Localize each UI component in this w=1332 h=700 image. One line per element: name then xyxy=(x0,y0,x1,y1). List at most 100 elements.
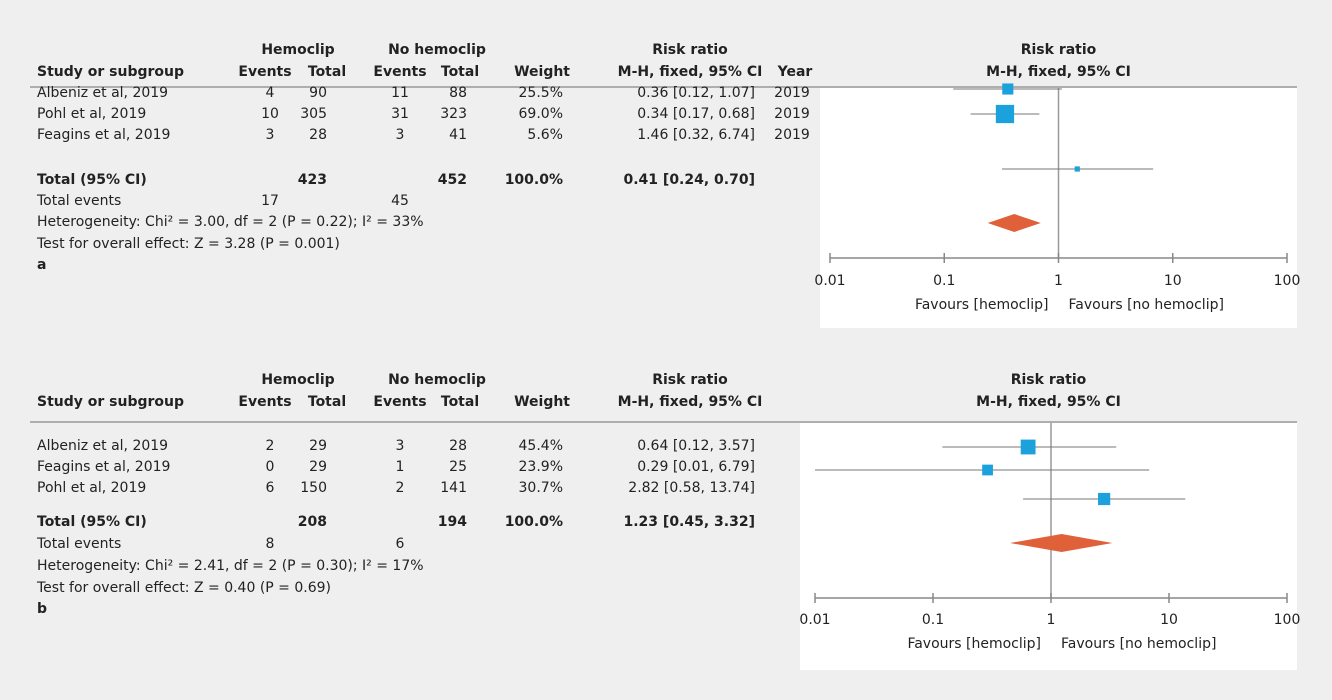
panel-label: b xyxy=(37,601,47,617)
panel-label: a xyxy=(37,257,46,273)
column-header: Weight xyxy=(514,394,570,410)
plot-subtitle: M-H, fixed, 95% CI xyxy=(976,394,1121,410)
study-name: Pohl et al, 2019 xyxy=(37,480,146,496)
total-cell: 194 xyxy=(438,514,467,530)
events-label: Total events xyxy=(36,193,121,209)
favours-left: Favours [hemoclip] xyxy=(915,297,1049,313)
cell: 41 xyxy=(449,127,467,143)
events-label: Total events xyxy=(36,536,121,552)
x-tick-label: 1 xyxy=(1054,273,1063,289)
cell: 3 xyxy=(396,127,405,143)
cell: 28 xyxy=(309,127,327,143)
cell: 10 xyxy=(261,106,279,122)
total-diamond xyxy=(1010,534,1113,552)
total-cell: 208 xyxy=(298,514,327,530)
column-header: Events xyxy=(238,64,291,80)
header-group: No hemoclip xyxy=(388,42,486,58)
cell: 2 xyxy=(396,480,405,496)
cell: 2019 xyxy=(774,127,810,143)
cell: 0.64 [0.12, 3.57] xyxy=(637,438,755,454)
events-cell: 45 xyxy=(391,193,409,209)
header-group: No hemoclip xyxy=(388,372,486,388)
total-cell: 452 xyxy=(438,172,467,188)
x-tick-label: 0.01 xyxy=(814,273,845,289)
column-header: Year xyxy=(777,64,813,80)
total-label: Total (95% CI) xyxy=(37,172,147,188)
cell: 6 xyxy=(266,480,275,496)
heterogeneity: Heterogeneity: Chi² = 2.41, df = 2 (P = … xyxy=(37,558,424,574)
favours-left: Favours [hemoclip] xyxy=(907,636,1041,652)
cell: 30.7% xyxy=(519,480,563,496)
total-cell: 100.0% xyxy=(505,172,563,188)
header-group: Hemoclip xyxy=(261,42,334,58)
events-cell: 17 xyxy=(261,193,279,209)
total-label: Total (95% CI) xyxy=(37,514,147,530)
column-header: M-H, fixed, 95% CI xyxy=(618,64,763,80)
column-header: Study or subgroup xyxy=(37,64,184,80)
x-tick-label: 10 xyxy=(1164,273,1182,289)
cell: 69.0% xyxy=(519,106,563,122)
x-tick-label: 10 xyxy=(1160,612,1178,628)
cell: 0.34 [0.17, 0.68] xyxy=(637,106,755,122)
header-group: Hemoclip xyxy=(261,372,334,388)
cell: 28 xyxy=(449,438,467,454)
column-header: M-H, fixed, 95% CI xyxy=(618,394,763,410)
study-marker xyxy=(1074,166,1080,172)
total-cell: 423 xyxy=(298,172,327,188)
events-cell: 8 xyxy=(266,536,275,552)
plot-subtitle: M-H, fixed, 95% CI xyxy=(986,64,1131,80)
study-name: Albeniz et al, 2019 xyxy=(37,85,168,101)
total-cell: 100.0% xyxy=(505,514,563,530)
cell: 2019 xyxy=(774,85,810,101)
cell: 1.46 [0.32, 6.74] xyxy=(637,127,755,143)
x-tick-label: 0.01 xyxy=(799,612,830,628)
cell: 25 xyxy=(449,459,467,475)
x-tick-label: 1 xyxy=(1047,612,1056,628)
cell: 2 xyxy=(266,438,275,454)
plot-title: Risk ratio xyxy=(1021,42,1097,58)
study-marker xyxy=(982,464,993,476)
cell: 150 xyxy=(300,480,327,496)
cell: 305 xyxy=(300,106,327,122)
heterogeneity: Heterogeneity: Chi² = 3.00, df = 2 (P = … xyxy=(37,214,424,230)
cell: 29 xyxy=(309,459,327,475)
study-name: Pohl et al, 2019 xyxy=(37,106,146,122)
x-tick-label: 0.1 xyxy=(922,612,944,628)
cell: 2019 xyxy=(774,106,810,122)
plot-title: Risk ratio xyxy=(1011,372,1087,388)
column-header: Total xyxy=(441,394,479,410)
cell: 323 xyxy=(440,106,467,122)
column-header: Total xyxy=(441,64,479,80)
study-name: Feagins et al, 2019 xyxy=(37,459,170,475)
cell: 25.5% xyxy=(519,85,563,101)
cell: 88 xyxy=(449,85,467,101)
cell: 1 xyxy=(396,459,405,475)
total-diamond xyxy=(987,214,1041,232)
cell: 0.29 [0.01, 6.79] xyxy=(637,459,755,475)
study-marker xyxy=(1020,439,1036,455)
header-group: Risk ratio xyxy=(652,372,728,388)
cell: 3 xyxy=(396,438,405,454)
column-header: Events xyxy=(373,64,426,80)
cell: 31 xyxy=(391,106,409,122)
cell: 11 xyxy=(391,85,409,101)
x-tick-label: 100 xyxy=(1274,612,1301,628)
total-cell: 0.41 [0.24, 0.70] xyxy=(624,172,756,188)
cell: 5.6% xyxy=(527,127,563,143)
overall-effect: Test for overall effect: Z = 3.28 (P = 0… xyxy=(36,236,340,252)
cell: 3 xyxy=(266,127,275,143)
study-name: Feagins et al, 2019 xyxy=(37,127,170,143)
x-tick-label: 100 xyxy=(1274,273,1301,289)
cell: 4 xyxy=(266,85,275,101)
column-header: Total xyxy=(308,64,346,80)
total-cell: 1.23 [0.45, 3.32] xyxy=(624,514,756,530)
study-marker xyxy=(995,104,1015,124)
cell: 0.36 [0.12, 1.07] xyxy=(637,85,755,101)
x-tick-label: 0.1 xyxy=(933,273,955,289)
study-marker xyxy=(1002,83,1014,95)
column-header: Events xyxy=(238,394,291,410)
cell: 2.82 [0.58, 13.74] xyxy=(628,480,755,496)
study-marker xyxy=(1098,492,1111,506)
favours-right: Favours [no hemoclip] xyxy=(1061,636,1216,652)
